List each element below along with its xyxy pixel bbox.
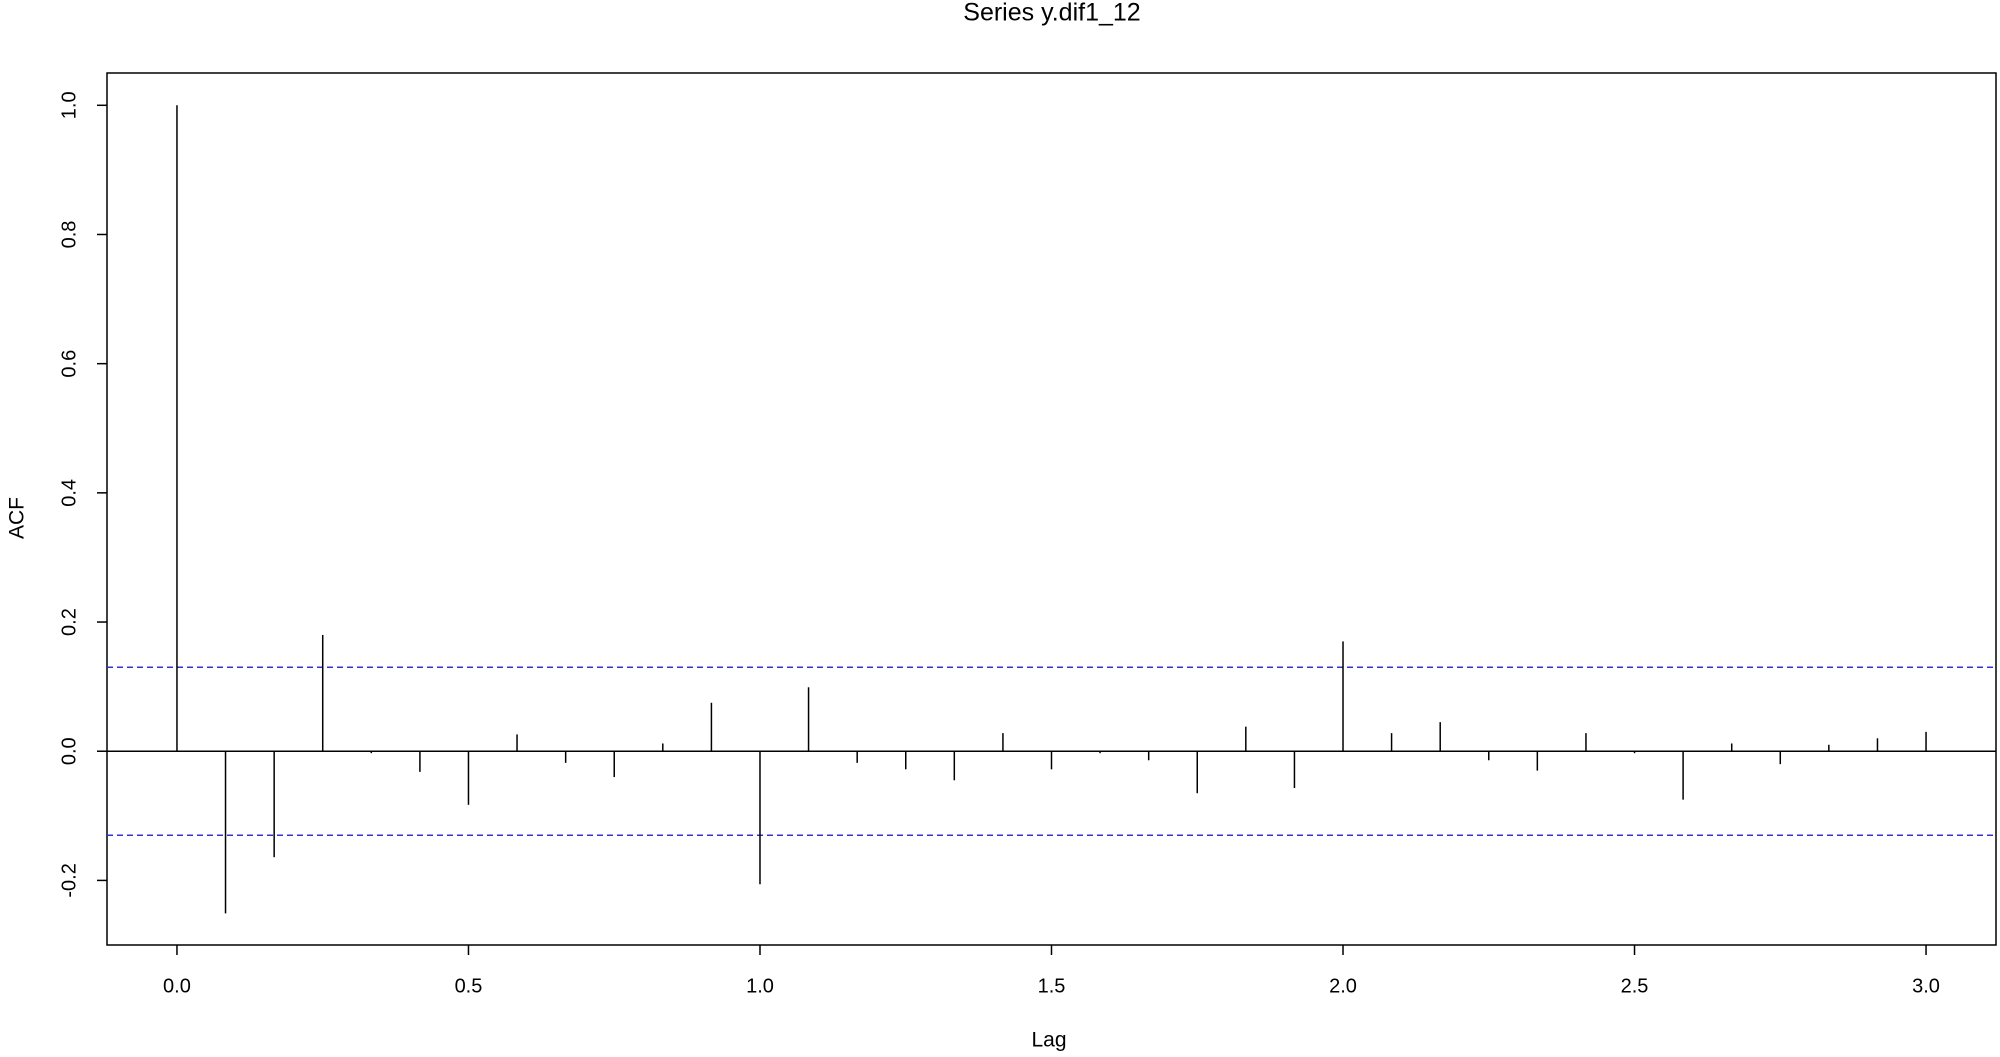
y-tick-label: 0.4	[58, 479, 80, 507]
x-axis-label: Lag	[1031, 1029, 1066, 1052]
x-tick-label: 1.0	[746, 975, 774, 997]
y-tick-label: 0.6	[58, 350, 80, 378]
y-tick-label: 1.0	[58, 91, 80, 119]
x-tick-label: 3.0	[1912, 975, 1940, 997]
chart-title: Series y.dif1_12	[963, 0, 1140, 27]
plot-frame	[106, 72, 1997, 946]
x-tick-label: 0.0	[163, 975, 191, 997]
x-tick-label: 1.5	[1038, 975, 1066, 997]
x-tick-label: 2.5	[1621, 975, 1649, 997]
y-tick-label: 0.2	[58, 608, 80, 636]
y-axis-label: ACF	[6, 497, 29, 539]
x-tick-label: 0.5	[455, 975, 483, 997]
y-tick-label: -0.2	[58, 863, 80, 897]
y-tick-label: 0.0	[58, 737, 80, 765]
y-tick-label: 0.8	[58, 221, 80, 249]
x-tick-label: 2.0	[1329, 975, 1357, 997]
